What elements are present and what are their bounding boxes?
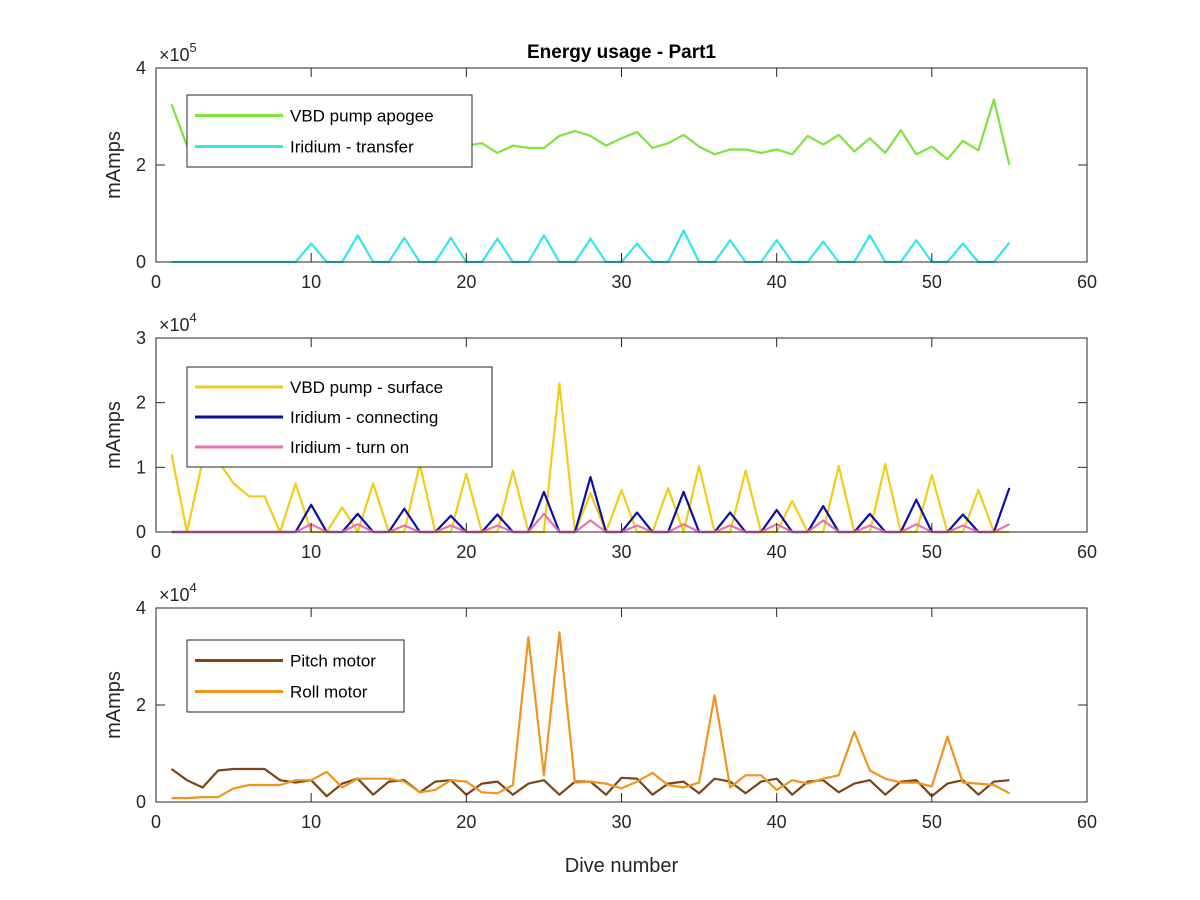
legend-entry: Pitch motor: [290, 652, 376, 671]
legend-entry: VBD pump - surface: [290, 378, 443, 397]
x-tick-label: 10: [301, 812, 321, 832]
x-tick-label: 30: [611, 542, 631, 562]
legend: Pitch motor Roll motor: [186, 639, 405, 713]
legend-entry: VBD pump apogee: [290, 107, 434, 126]
y-tick-label: 2: [136, 393, 146, 413]
x-tick-label: 60: [1077, 272, 1097, 292]
x-axis-label: Dive number: [565, 855, 679, 877]
y-tick-label: 0: [136, 522, 146, 542]
x-tick-label: 60: [1077, 542, 1097, 562]
y-tick-label: 0: [136, 792, 146, 812]
y-axis-label: mAmps: [103, 131, 125, 199]
legend-entry: Iridium - turn on: [290, 438, 409, 457]
y-tick-label: 1: [136, 457, 146, 477]
x-tick-label: 30: [611, 812, 631, 832]
y-tick-label: 0: [136, 252, 146, 272]
x-tick-label: 40: [767, 272, 787, 292]
chart-title: Energy usage - Part1: [527, 42, 716, 63]
legend-box: [186, 639, 405, 713]
x-tick-label: 0: [151, 542, 161, 562]
chart-3: 0 10 20 30 40 50 60 0 2 4 ×104 mAmps Dive number Pitc…: [103, 580, 1097, 877]
chart-2: 0 10 20 30 40 50 60 0 1 2 3 ×104 mAmps VBD pump - sur…: [103, 310, 1097, 562]
legend-entry: Iridium - transfer: [290, 138, 414, 157]
legend: VBD pump - surface Iridium - connecting Ir…: [186, 366, 493, 468]
x-tick-label: 50: [922, 812, 942, 832]
y-exponent-label: ×104: [159, 580, 197, 605]
x-tick-label: 10: [301, 542, 321, 562]
y-tick-label: 4: [136, 598, 146, 618]
x-tick-label: 20: [456, 272, 476, 292]
x-tick-label: 40: [767, 542, 787, 562]
y-tick-label: 2: [136, 695, 146, 715]
y-axis-label: mAmps: [103, 401, 125, 469]
x-tick-label: 50: [922, 272, 942, 292]
x-tick-label: 50: [922, 542, 942, 562]
x-tick-label: 60: [1077, 812, 1097, 832]
legend-box: [186, 94, 473, 168]
series-line-roll-motor: [171, 631, 1010, 800]
chart-1: 0 10 20 30 40 50 60 0 2 4 ×105 mAmps Energy usage - …: [103, 40, 1097, 292]
x-tick-label: 0: [151, 272, 161, 292]
legend: VBD pump apogee Iridium - transfer: [186, 94, 473, 168]
legend-entry: Iridium - connecting: [290, 408, 438, 427]
legend-entry: Roll motor: [290, 683, 368, 702]
x-tick-label: 20: [456, 812, 476, 832]
x-tick-label: 0: [151, 812, 161, 832]
x-tick-label: 30: [611, 272, 631, 292]
x-tick-label: 20: [456, 542, 476, 562]
x-tick-label: 40: [767, 812, 787, 832]
series-line-iridium-transfer: [171, 229, 1011, 264]
y-tick-label: 2: [136, 155, 146, 175]
y-exponent-label: ×104: [159, 310, 197, 335]
y-tick-label: 4: [136, 58, 146, 78]
x-tick-label: 10: [301, 272, 321, 292]
y-axis-label: mAmps: [103, 671, 125, 739]
y-tick-label: 3: [136, 328, 146, 348]
series-line-iridium-connecting: [171, 475, 1011, 534]
y-exponent-label: ×105: [159, 40, 197, 65]
